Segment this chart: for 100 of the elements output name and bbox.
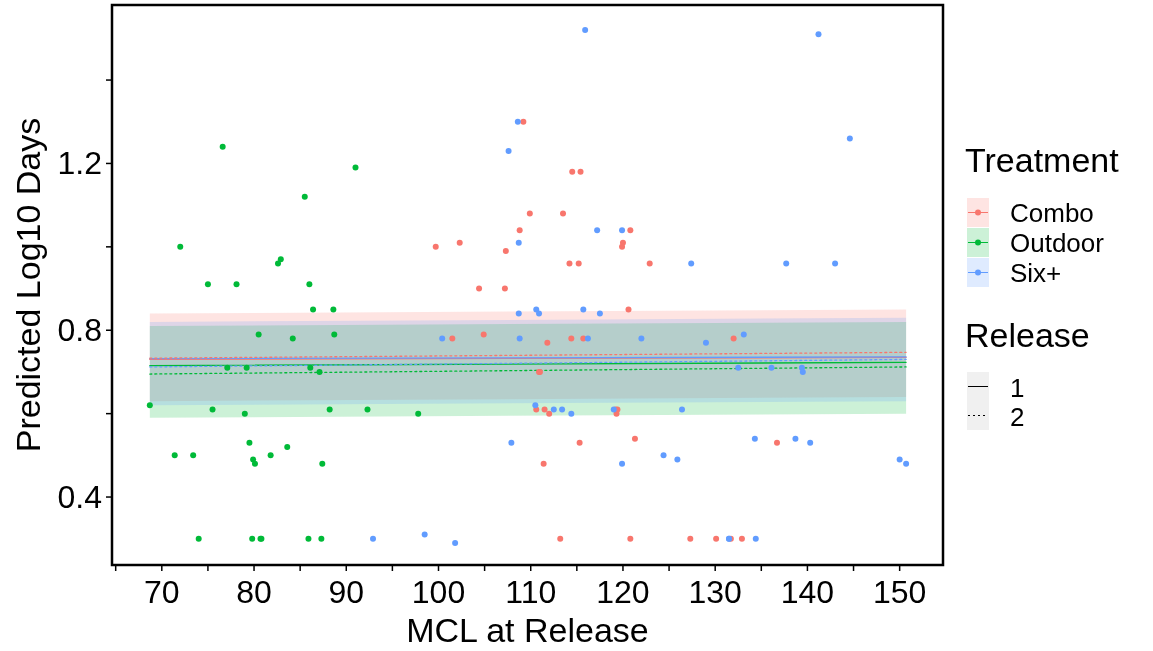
x-tick-label: 110 [505,574,557,610]
point [751,435,758,442]
point [171,452,178,459]
point [209,406,216,413]
point [627,535,634,542]
point [331,331,338,338]
point [568,410,575,417]
point [526,210,533,217]
point [480,331,487,338]
point [735,364,742,371]
point [566,260,573,267]
point [580,306,587,313]
point [896,456,903,463]
point [319,460,326,467]
point [631,435,638,442]
point [546,410,553,417]
point [638,335,645,342]
point [773,439,780,446]
point [432,243,439,250]
y-axis-title: Predicted Log10 Days [9,117,47,453]
text: Treatment [965,141,1119,179]
point [815,31,822,38]
point [646,260,653,267]
point [625,306,632,313]
point [544,339,551,346]
point [415,410,422,417]
x-tick-label: 80 [236,574,272,610]
point [316,368,323,375]
point [326,406,333,413]
point [768,364,775,371]
legend-label: Six+ [1010,258,1062,288]
point [569,168,576,175]
point [306,281,313,288]
point [688,260,695,267]
point [307,364,314,371]
point [190,452,197,459]
point [619,460,626,467]
legend-label: Combo [1010,198,1094,228]
point [594,227,601,234]
point [177,243,184,250]
x-tick-label: 150 [872,574,927,610]
point [452,539,459,546]
point [713,535,720,542]
point [241,410,248,417]
point [799,368,806,375]
legend-label: Outdoor [1010,228,1105,258]
point [807,439,814,446]
point [233,281,240,288]
point [619,243,626,250]
point [456,239,463,246]
point [730,335,737,342]
point [330,306,337,313]
point [246,439,253,446]
point [674,456,681,463]
point [557,535,564,542]
point [421,531,428,538]
text: Release [965,316,1090,354]
point [301,193,308,200]
point [516,335,523,342]
point [267,452,274,459]
point [476,285,483,292]
point [541,406,548,413]
point [515,239,522,246]
point [619,227,626,234]
point [289,335,296,342]
y-tick-label: 0.4 [57,479,102,516]
point [251,460,258,467]
point [576,439,583,446]
point [752,535,759,542]
point [792,435,799,442]
point [550,406,557,413]
point [146,402,153,409]
point [502,248,509,255]
point [505,147,512,154]
x-axis-title: MCL at Release [406,611,649,649]
point [310,306,317,313]
point [596,310,603,317]
point [533,306,540,313]
point [352,164,359,171]
point [364,406,371,413]
point [687,535,694,542]
point [832,260,839,267]
point [702,339,709,346]
point [520,118,527,125]
point [577,168,584,175]
point [846,135,853,142]
point [318,535,325,542]
point [903,460,910,467]
point [514,118,521,125]
point [532,402,539,409]
point [582,27,589,34]
point [678,406,685,413]
point [568,335,575,342]
point [515,310,522,317]
point [559,406,566,413]
point [536,310,543,317]
x-tick-label: 120 [596,574,650,610]
point [783,260,790,267]
point [501,285,508,292]
point [439,335,446,342]
